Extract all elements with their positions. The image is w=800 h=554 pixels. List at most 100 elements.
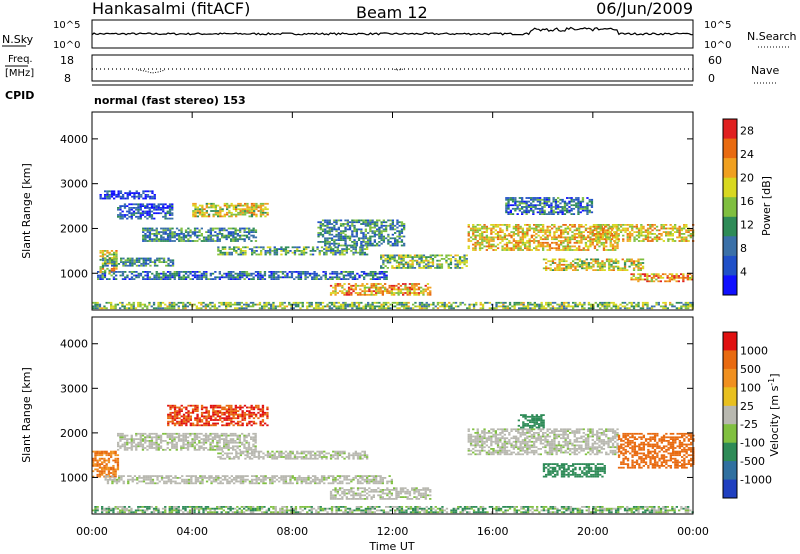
velocity-echo-band-6 — [329, 487, 432, 500]
colorbar-tick-6: -500 — [740, 455, 765, 468]
power-echo-band-10 — [329, 283, 432, 296]
colorbar-tick-3: 16 — [740, 195, 754, 208]
nsky-trace — [91, 26, 694, 36]
y-tick-label-1: 2000 — [60, 427, 88, 440]
velocity-echo-band-9 — [542, 463, 606, 478]
nsky-tick-bottom: 10^0 — [53, 40, 80, 51]
x-tick-label-3: 12:00 — [377, 525, 409, 538]
colorbar-tick-4: -25 — [740, 418, 758, 431]
colorbar-swatch-8 — [723, 479, 737, 499]
x-tick-label-1: 04:00 — [176, 525, 208, 538]
power-echo-band-14 — [542, 258, 645, 271]
freq-label-line1: Freq. — [8, 54, 33, 65]
colorbar-swatch-2 — [723, 368, 737, 388]
freq-tick-bottom: 8 — [64, 72, 71, 85]
colorbar-tick-0: 1000 — [740, 344, 768, 357]
velocity-echo-band-3 — [117, 432, 257, 451]
freq-tick-top: 18 — [60, 54, 74, 67]
y-tick-label-2: 3000 — [60, 382, 88, 395]
power-echo-band-6 — [142, 227, 258, 242]
power-echo-band-9 — [317, 219, 406, 247]
station-title: Hankasalmi (fitACF) — [92, 0, 250, 18]
nsearch-tick-bottom: 10^0 — [704, 40, 731, 51]
y-tick-label-0: 1000 — [60, 267, 88, 280]
colorbar-swatch-5 — [723, 216, 737, 237]
freq-frame — [91, 54, 694, 82]
velocity-echo-band-2 — [104, 475, 393, 485]
power-echo-band-16 — [630, 273, 694, 283]
beam-title: Beam 12 — [356, 3, 428, 22]
colorbar-swatch-4 — [723, 405, 737, 425]
x-tick-label-6: 00:00 — [677, 525, 709, 538]
colorbar-tick-2: 12 — [740, 219, 754, 232]
power-echo-band-12 — [467, 224, 619, 251]
velocity-y-axis: 1000 2000 3000 4000 — [60, 338, 693, 484]
power-echo-band-8 — [217, 246, 369, 256]
y-tick-label-3: 4000 — [60, 338, 88, 351]
nave-label: Nave — [751, 64, 779, 77]
velocity-panel: 1000 2000 3000 4000 Slant Range [km] 1000 50… — [20, 112, 781, 553]
colorbar-swatch-2 — [723, 158, 737, 179]
colorbar-swatch-7 — [723, 461, 737, 480]
colorbar-swatch-7 — [723, 255, 737, 276]
power-echo-band-13 — [505, 197, 594, 215]
colorbar-tick-2: 100 — [740, 381, 761, 394]
power-echoes — [92, 190, 695, 310]
freq-panel: Freq. [MHz] 18 8 60 0 Nave — [5, 54, 779, 85]
cpid-label: CPID — [5, 89, 34, 102]
colorbar-tick-5: -100 — [740, 437, 765, 450]
power-echo-band-0 — [92, 301, 694, 310]
colorbar-tick-4: 20 — [740, 172, 754, 185]
power-echo-band-4 — [99, 190, 156, 200]
colorbar-tick-1: 500 — [740, 363, 761, 376]
x-tick-label-4: 16:00 — [477, 525, 509, 538]
colorbar-swatch-8 — [723, 275, 737, 296]
time-axis-label: Time UT — [368, 540, 414, 553]
power-frame — [91, 111, 694, 311]
date-title: 06/Jun/2009 — [596, 0, 693, 18]
freq-label-line2: [MHz] — [5, 68, 34, 79]
colorbar-swatch-0 — [723, 332, 737, 351]
power-echo-band-7 — [192, 202, 269, 218]
colorbar-tick-5: 24 — [740, 148, 754, 161]
colorbar-swatch-1 — [723, 138, 737, 159]
nsky-label: N.Sky — [2, 33, 34, 46]
nave-tick-top: 60 — [708, 54, 722, 67]
colorbar-swatch-3 — [723, 387, 737, 407]
nsearch-label: N.Search — [747, 30, 797, 43]
velocity-colorbar-label: Velocity [m s-1] — [767, 373, 781, 456]
power-echo-band-3 — [102, 257, 175, 267]
velocity-echo-band-5 — [217, 450, 369, 460]
velocity-echo-band-10 — [617, 432, 695, 469]
colorbar-swatch-5 — [723, 424, 737, 444]
nsky-panel: N.Sky 10^5 10^0 10^5 10^0 N.Search — [2, 19, 797, 51]
y-tick-label-3: 4000 — [60, 133, 88, 146]
y-tick-label-0: 1000 — [60, 471, 88, 484]
colorbar-swatch-3 — [723, 177, 737, 198]
colorbar-swatch-6 — [723, 442, 737, 462]
power-y-label: Slant Range [km] — [20, 163, 33, 259]
colorbar-tick-6: 28 — [740, 125, 754, 138]
colorbar-tick-3: 25 — [740, 400, 754, 413]
velocity-echo-band-0 — [92, 506, 694, 514]
power-panel: 1000 2000 3000 4000 Slant Range [km] 4 8 12 16… — [20, 111, 773, 311]
time-axis: 00:00 04:00 08:00 12:00 16:00 20:00 00:00 — [76, 112, 709, 538]
power-echo-band-5 — [117, 203, 174, 220]
power-colorbar-label: Power [dB] — [760, 176, 773, 236]
cpid-row: CPID normal (fast stereo) 153 — [5, 84, 693, 107]
colorbar-tick-7: -1000 — [740, 474, 772, 487]
freq-trace-blip-2 — [391, 68, 405, 71]
velocity-echo-band-8 — [517, 414, 545, 429]
velocity-y-label: Slant Range [km] — [20, 367, 33, 463]
x-tick-label-0: 00:00 — [76, 525, 108, 538]
velocity-echoes — [92, 404, 695, 514]
velocity-colorbar: 1000 500 100 25 -25 -100 -500 -1000 — [722, 331, 772, 499]
colorbar-swatch-1 — [723, 350, 737, 370]
freq-trace-blip-1 — [137, 69, 166, 74]
x-tick-label-5: 20:00 — [577, 525, 609, 538]
colorbar-tick-0: 4 — [740, 266, 747, 279]
power-colorbar: 4 8 12 16 20 24 28 — [722, 118, 754, 296]
nave-tick-bottom: 0 — [708, 72, 715, 85]
y-tick-label-2: 3000 — [60, 178, 88, 191]
